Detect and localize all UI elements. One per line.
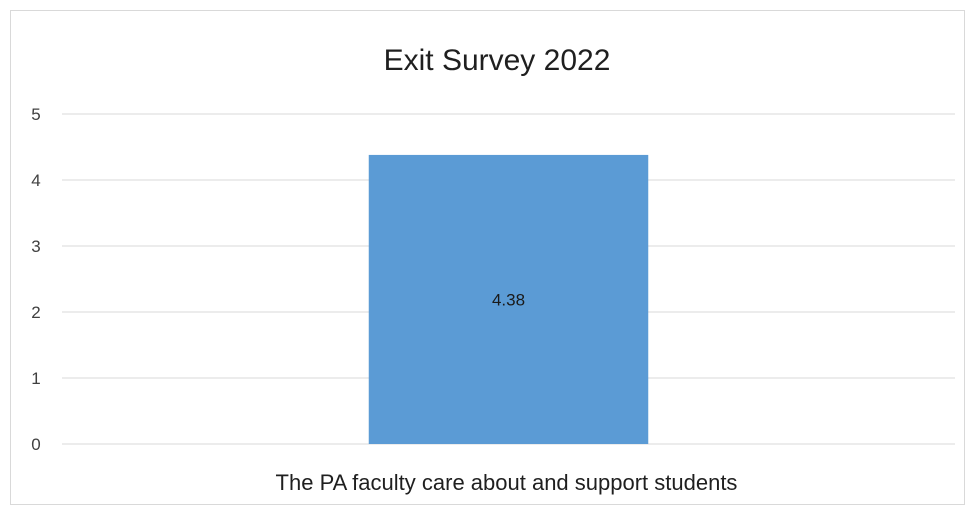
chart-title: Exit Survey 2022: [384, 44, 611, 77]
x-category-label: The PA faculty care about and support st…: [276, 470, 738, 495]
x-axis-categories: The PA faculty care about and support st…: [276, 470, 738, 495]
bar-data-label: 4.38: [492, 290, 525, 309]
y-tick-label: 3: [31, 237, 40, 256]
data-labels: 4.38: [492, 290, 525, 309]
y-axis-ticks: 0 1 2 3 4 5: [31, 105, 40, 454]
y-tick-label: 5: [31, 105, 40, 124]
y-tick-label: 4: [31, 171, 40, 190]
y-tick-label: 2: [31, 303, 40, 322]
bar: [368, 154, 649, 445]
y-tick-label: 0: [31, 435, 40, 454]
y-tick-label: 1: [31, 369, 40, 388]
bars: [368, 154, 649, 445]
